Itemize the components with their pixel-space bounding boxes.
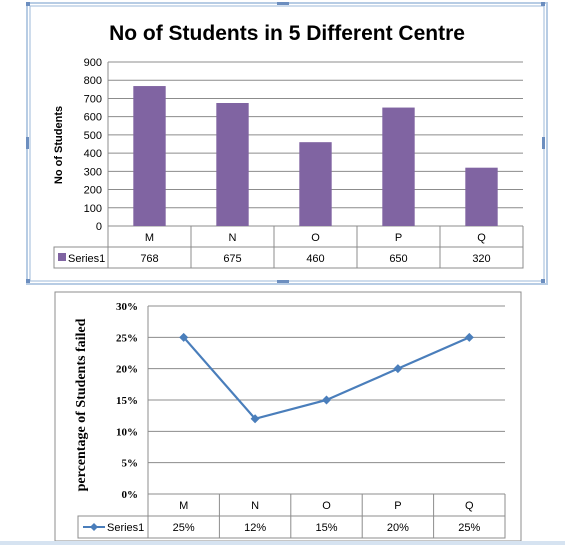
- chart-1-y-axis-label: No of Students: [53, 106, 65, 184]
- chart-2-category-label: M: [179, 500, 188, 512]
- chart-1-bar: [382, 107, 415, 226]
- chart-1-data-label: 650: [389, 253, 407, 265]
- chart-2-point: [322, 395, 331, 405]
- chart-2-data-label: 25%: [458, 522, 480, 534]
- chart-2-y-tick-label: 20%: [116, 364, 138, 376]
- chart-2-data-label: 15%: [315, 522, 337, 534]
- chart-1-bars: [133, 86, 498, 226]
- chart-2-point: [393, 364, 403, 374]
- chart-1-table-row: [53, 246, 524, 269]
- resize-handle-left[interactable]: [26, 137, 29, 149]
- chart-1-y-tick-label: 500: [84, 130, 102, 142]
- resize-handle-top-left[interactable]: [26, 2, 30, 6]
- chart-1-bar: [216, 103, 249, 226]
- chart-2-table-row: [77, 515, 506, 539]
- chart-2-y-tick-label: 15%: [116, 395, 138, 407]
- chart-2-legend-marker: [90, 523, 98, 531]
- chart-2-point: [179, 332, 189, 342]
- window-bottom-edge: [0, 541, 565, 545]
- chart-2-data-table: M N O P Q 25% 12% 15% 20% 25% Series1: [77, 494, 506, 539]
- chart-2-y-tick-label: 30%: [116, 301, 138, 313]
- resize-handle-bottom[interactable]: [277, 280, 289, 283]
- chart-2-frame[interactable]: [54, 291, 522, 542]
- resize-handle-top[interactable]: [277, 2, 289, 5]
- resize-handle-bottom-left[interactable]: [26, 279, 30, 283]
- resize-handle-bottom-right[interactable]: [541, 279, 545, 283]
- chart-1-bar: [465, 167, 498, 226]
- chart-1-frame[interactable]: [29, 5, 545, 282]
- chart-2-point: [250, 414, 260, 424]
- chart-2-data-label: 20%: [387, 522, 409, 534]
- chart-1-title: No of Students in 5 Different Centre: [109, 22, 465, 45]
- chart-1-category-label: M: [145, 232, 154, 244]
- chart-1-series-name: Series1: [68, 253, 105, 265]
- chart-1-category-label: N: [229, 232, 237, 244]
- chart-2-series-name: Series1: [107, 522, 144, 534]
- chart-1-resize-handles[interactable]: [26, 2, 545, 283]
- chart-1-y-tick-labels: 0 100 200 300 400 500 600 700 800 900: [84, 57, 102, 233]
- chart-1-y-tick-label: 100: [84, 203, 102, 215]
- chart-1-y-tick-label: 900: [84, 57, 102, 69]
- chart-1-data-label: 460: [306, 253, 324, 265]
- chart-1-bar: [133, 86, 166, 226]
- chart-1-data-label: 768: [140, 253, 158, 265]
- chart-2-category-label: O: [322, 500, 331, 512]
- bar-chart-1[interactable]: No of Students in 5 Different Centre No …: [26, 2, 548, 285]
- chart-2-category-label: P: [394, 500, 401, 512]
- chart-1-y-tick-label: 400: [84, 148, 102, 160]
- chart-1-y-tick-label: 300: [84, 166, 102, 178]
- chart-2-y-tick-label: 0%: [122, 489, 139, 501]
- chart-2-y-tick-label: 10%: [116, 426, 138, 438]
- chart-1-category-label: O: [311, 232, 320, 244]
- chart-2-category-label: Q: [465, 500, 474, 512]
- chart-1-data-label: 675: [223, 253, 241, 265]
- chart-1-y-tick-label: 200: [84, 185, 102, 197]
- chart-2-series-line: [179, 332, 474, 424]
- chart-1-legend-key: [58, 253, 66, 261]
- chart-2-data-label: 12%: [244, 522, 266, 534]
- line-chart-2[interactable]: percentage of Students failed 0% 5% 10% 15%…: [54, 291, 522, 542]
- chart-2-data-label: 25%: [173, 522, 195, 534]
- chart-1-y-tick-label: 700: [84, 93, 102, 105]
- resize-handle-top-right[interactable]: [541, 2, 545, 6]
- resize-handle-right[interactable]: [542, 137, 545, 149]
- chart-1-data-table: M N O P Q 768 675 460 650 320 Series1: [53, 226, 524, 269]
- chart-2-y-tick-label: 25%: [116, 332, 138, 344]
- chart-2-point: [464, 332, 474, 342]
- chart-1-y-tick-label: 800: [84, 75, 102, 87]
- chart-2-category-label: N: [251, 500, 259, 512]
- chart-1-data-label: 320: [472, 253, 490, 265]
- chart-1-bar: [299, 142, 332, 226]
- chart-1-category-label: Q: [477, 232, 486, 244]
- chart-2-y-tick-label: 5%: [122, 458, 139, 470]
- chart-2-y-axis-label: percentage of Students failed: [74, 318, 89, 491]
- chart-1-y-tick-label: 0: [96, 221, 102, 233]
- chart-1-y-tick-label: 600: [84, 112, 102, 124]
- chart-1-category-label: P: [395, 232, 402, 244]
- chart-2-y-tick-labels: 0% 5% 10% 15% 20% 25% 30%: [116, 301, 138, 501]
